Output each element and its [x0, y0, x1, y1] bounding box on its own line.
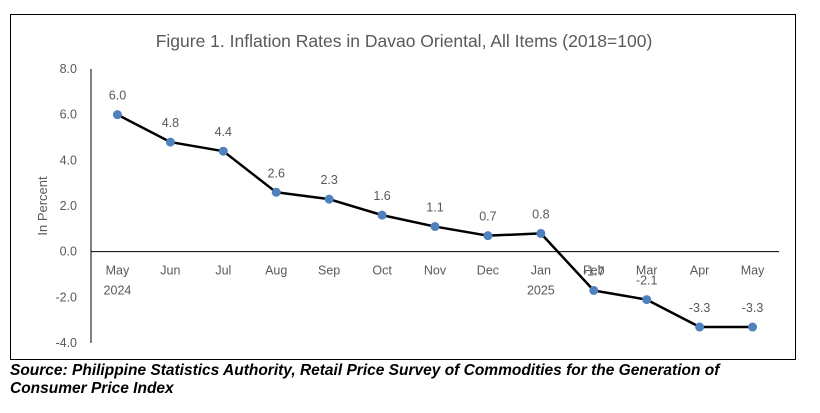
data-point [483, 231, 493, 241]
x-tick-label: Dec [477, 264, 499, 278]
data-label: 2.6 [268, 166, 285, 180]
x-tick-label: Mar [636, 264, 658, 278]
y-tick-label: 4.0 [60, 153, 77, 167]
x-tick-label: Apr [690, 264, 709, 278]
data-label: 1.1 [426, 201, 443, 215]
data-label: -3.3 [689, 301, 711, 315]
x-tick-label: Aug [265, 264, 287, 278]
y-tick-label: -2.0 [55, 290, 77, 304]
data-point [536, 228, 546, 238]
data-label: 1.6 [373, 189, 390, 203]
data-point [112, 110, 122, 120]
x-tick-year-label: 2025 [527, 284, 555, 298]
data-point [165, 137, 175, 147]
y-tick-label: 2.0 [60, 199, 77, 213]
line-chart: Figure 1. Inflation Rates in Davao Orien… [35, 31, 779, 350]
data-point [695, 322, 705, 332]
x-tick-labels: May 2024 Jun Jul Aug Sep Oct Nov Dec Jan 2025 Feb Ma… [104, 264, 766, 298]
data-point [271, 187, 281, 197]
chart-frame: Figure 1. Inflation Rates in Davao Orien… [10, 14, 796, 360]
data-label: 4.8 [162, 116, 179, 130]
data-point [748, 322, 758, 332]
chart-title: Figure 1. Inflation Rates in Davao Orien… [156, 31, 653, 51]
data-points [112, 110, 758, 332]
x-tick-label: May [106, 264, 130, 278]
source-note: Source: Philippine Statistics Authority,… [10, 362, 720, 397]
data-label: 2.3 [320, 173, 337, 187]
data-label: -2.1 [636, 274, 658, 288]
y-tick-labels: 8.0 6.0 4.0 2.0 0.0 -2.0 -4.0 [55, 62, 77, 350]
x-tick-label: Nov [424, 264, 447, 278]
data-label: 0.8 [532, 207, 549, 221]
data-label: -3.3 [742, 301, 764, 315]
data-label: 6.0 [109, 89, 126, 103]
data-point [589, 285, 599, 295]
x-tick-label: Feb [583, 264, 605, 278]
data-label: -1.7 [583, 264, 605, 278]
x-tick-label: Sep [318, 264, 340, 278]
y-tick-label: -4.0 [55, 336, 77, 350]
x-tick-label: May [741, 264, 765, 278]
series-line [116, 113, 753, 329]
x-tick-label: Oct [372, 264, 392, 278]
data-label: 4.4 [215, 125, 232, 139]
data-point [324, 194, 334, 204]
data-labels: 6.0 4.8 4.4 2.6 2.3 1.6 1.1 0.7 0.8 -1.7 -2.1 -3.3 -… [109, 89, 764, 315]
x-tick-year-label: 2024 [104, 284, 132, 298]
x-tick-label: Jan [531, 264, 551, 278]
y-tick-label: 6.0 [60, 108, 77, 122]
y-tick-label: 0.0 [60, 245, 77, 259]
x-tick-label: Jul [215, 264, 231, 278]
x-tick-label: Jun [160, 264, 180, 278]
y-axis-label: In Percent [35, 176, 50, 236]
y-tick-label: 8.0 [60, 62, 77, 76]
data-point [377, 210, 387, 220]
data-point [642, 295, 652, 305]
data-point [218, 146, 228, 156]
data-point [430, 222, 440, 232]
data-label: 0.7 [479, 210, 496, 224]
